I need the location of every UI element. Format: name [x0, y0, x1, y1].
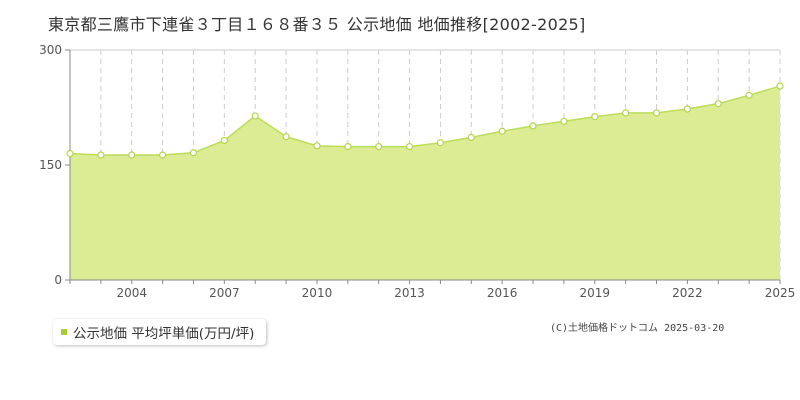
x-tick-label-2013: 2013 [394, 286, 425, 300]
data-point-2009 [282, 133, 290, 141]
data-point-2003 [97, 151, 105, 159]
data-point-2008 [251, 112, 259, 120]
data-point-2017 [529, 122, 537, 130]
data-point-2013 [405, 143, 414, 151]
chart-title: 東京都三鷹市下連雀３丁目１６８番３５ 公示地価 地価推移[2002-2025] [48, 15, 586, 34]
legend-swatch [61, 329, 67, 335]
area-layer [69, 85, 781, 281]
data-point-2015 [467, 133, 475, 141]
data-point-2016 [498, 127, 506, 135]
x-tick-label-2022: 2022 [672, 286, 703, 300]
data-point-2019 [591, 113, 599, 121]
data-point-2012 [375, 143, 383, 151]
tick-labels: 0 150 300 2004 2007 2010 2013 2016 2019 2022 2025 [39, 43, 795, 300]
data-point-2014 [436, 139, 445, 147]
data-point-2020 [622, 109, 630, 117]
data-point-2007 [220, 136, 228, 145]
data-point-2004 [128, 151, 136, 159]
data-point-2005 [159, 151, 167, 159]
data-point-2011 [344, 143, 352, 151]
data-point-2018 [560, 117, 568, 125]
x-tick-label-2010: 2010 [302, 286, 333, 300]
x-tick-label-2025: 2025 [765, 286, 796, 300]
data-point-2006 [189, 149, 198, 157]
copyright-text: (C)土地価格ドットコム 2025-03-20 [550, 323, 725, 334]
data-point-2010 [313, 142, 321, 150]
data-point-2023 [714, 100, 722, 108]
data-point-2025 [776, 82, 784, 90]
y-tick-label-150: 150 [39, 158, 62, 172]
marker-layer [66, 82, 784, 159]
axis-layer [65, 49, 781, 284]
y-tick-label-300: 300 [39, 43, 62, 57]
x-tick-label-2016: 2016 [487, 286, 518, 300]
data-point-2002 [66, 149, 74, 158]
series-area [70, 86, 780, 281]
x-tick-label-2019: 2019 [580, 286, 611, 300]
legend-label: 公示地価 平均坪単価(万円/坪) [73, 326, 255, 342]
y-tick-label-0: 0 [54, 273, 62, 287]
legend[interactable]: 公示地価 平均坪単価(万円/坪) [53, 319, 267, 345]
data-point-2024 [745, 91, 753, 99]
x-tick-label-2004: 2004 [116, 286, 147, 300]
data-point-2022 [683, 105, 691, 113]
data-point-2021 [652, 109, 661, 117]
x-tick-label-2007: 2007 [209, 286, 240, 300]
series-line [69, 85, 781, 156]
